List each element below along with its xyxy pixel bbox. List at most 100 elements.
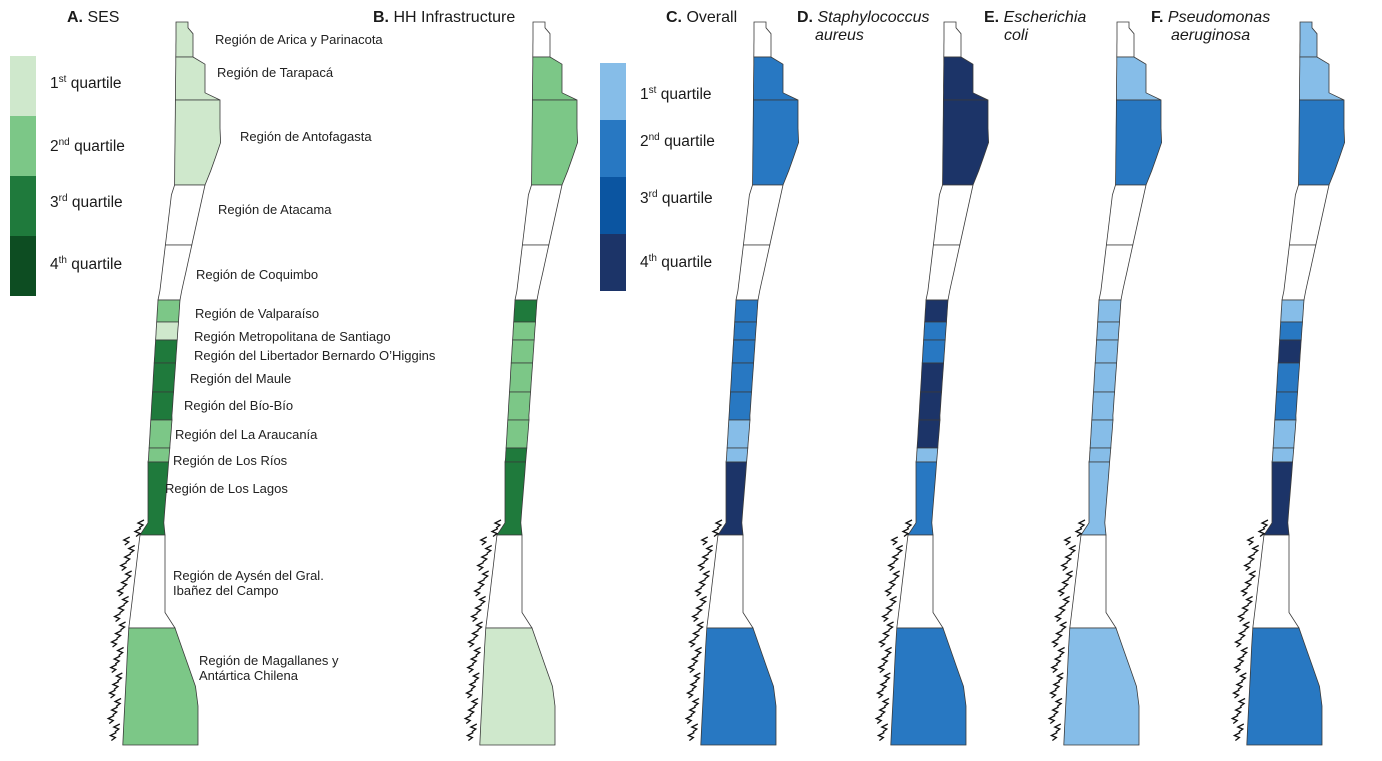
coastline-detail	[888, 578, 896, 589]
region-shape	[735, 244, 771, 301]
coastline-detail	[474, 621, 483, 631]
coastline-detail	[1248, 570, 1256, 580]
region-shape	[1280, 299, 1305, 323]
coastline-detail	[1241, 604, 1249, 614]
coastline-detail	[892, 570, 900, 580]
coastline-detail	[463, 714, 472, 725]
coastline-detail	[112, 723, 121, 733]
coastline-detail	[136, 519, 145, 529]
coastline-detail	[108, 731, 117, 742]
region-shape	[1298, 99, 1346, 186]
coastline-detail	[875, 689, 884, 699]
coastline-detail	[466, 638, 475, 648]
region-shape	[942, 99, 990, 186]
coastline-detail	[1235, 680, 1244, 691]
coastline-detail	[113, 629, 122, 640]
region-shape	[148, 419, 173, 449]
region-shape	[731, 339, 756, 364]
coastline-detail	[122, 536, 131, 546]
region-shape	[1246, 627, 1323, 746]
coastline-detail	[711, 527, 720, 538]
coastline-detail	[1240, 646, 1248, 657]
coastline-detail	[471, 672, 480, 682]
coastline-detail	[470, 629, 479, 640]
coastline-detail	[884, 587, 892, 597]
region-shape	[1097, 299, 1122, 323]
coastline-detail	[480, 553, 489, 563]
region-label-arica: Región de Arica y Parinacota	[215, 32, 383, 47]
region-label-valparaiso: Región de Valparaíso	[195, 306, 320, 321]
region-label-antofagasta: Región de Antofagasta	[240, 129, 372, 144]
coastline-detail	[1047, 714, 1056, 725]
coastline-detail	[695, 604, 703, 614]
coastline-detail	[1049, 731, 1058, 742]
map-panel-b	[463, 21, 579, 746]
coastline-detail	[881, 697, 890, 708]
coastline-detail	[113, 697, 122, 708]
coastline-detail	[1063, 536, 1072, 546]
region-shape	[918, 391, 943, 421]
coastline-detail	[473, 587, 481, 597]
region-label-los-lagos: Región de Los Lagos	[165, 481, 288, 496]
region-label-atacama: Región de Atacama	[218, 202, 332, 217]
region-shape	[752, 56, 799, 101]
region-shape	[531, 56, 578, 101]
coastline-detail	[714, 519, 723, 529]
region-shape	[479, 627, 556, 746]
region-shape	[157, 244, 193, 301]
region-shape	[1274, 391, 1299, 421]
region-shape	[1252, 534, 1300, 629]
region-shape	[1105, 184, 1147, 246]
region-shape	[155, 321, 179, 341]
region-shape	[496, 461, 527, 536]
region-label-coquimbo: Región de Coquimbo	[196, 267, 319, 282]
region-shape	[890, 627, 967, 746]
coastline-detail	[691, 629, 700, 640]
coastline-detail	[493, 519, 502, 529]
legend-label-q3: 3rd quartile	[50, 193, 123, 212]
region-label-araucania: Región del La Araucanía	[175, 427, 318, 442]
coastline-detail	[880, 612, 889, 623]
legend-label-q4: 4th quartile	[50, 255, 123, 274]
region-shape	[509, 362, 534, 393]
region-shape	[1098, 244, 1134, 301]
region-shape	[1115, 56, 1162, 101]
coastline-detail	[481, 570, 489, 580]
coastline-detail	[687, 663, 696, 674]
region-shape	[150, 391, 175, 421]
region-shape	[1263, 461, 1294, 536]
coastline-detail	[1054, 629, 1063, 640]
coastline-detail	[119, 561, 128, 572]
coastline-detail	[476, 561, 485, 572]
coastline-detail	[698, 578, 706, 589]
coastline-detail	[1062, 595, 1070, 606]
coastline-detail	[890, 536, 899, 546]
coastline-detail	[694, 587, 702, 597]
coastline-detail	[477, 578, 485, 589]
panel-a-title: A. SES	[67, 9, 120, 26]
coastline-detail	[1074, 527, 1083, 538]
region-shape	[915, 447, 939, 463]
panel-c-title: C. Overall	[666, 9, 738, 26]
coastline-detail	[885, 604, 893, 614]
region-shape	[513, 299, 538, 323]
region-shape	[733, 321, 757, 341]
region-shape	[147, 447, 171, 463]
region-shape	[932, 184, 974, 246]
coastline-detail	[1051, 706, 1059, 716]
coastline-detail	[465, 731, 474, 742]
coastline-detail	[1058, 621, 1067, 631]
region-shape	[1094, 339, 1119, 364]
region-shape	[1080, 461, 1111, 536]
region-shape	[514, 244, 550, 301]
coastline-detail	[478, 595, 486, 606]
coastline-detail	[1058, 604, 1066, 614]
coastline-detail	[691, 697, 700, 708]
coastline-detail	[1246, 536, 1255, 546]
region-shape	[1288, 184, 1330, 246]
region-shape	[942, 56, 989, 101]
coastline-detail	[1065, 570, 1073, 580]
region-shape	[1279, 321, 1303, 341]
region-label-biobio: Región del Bío-Bío	[184, 398, 294, 413]
coastline-detail	[1231, 689, 1240, 699]
